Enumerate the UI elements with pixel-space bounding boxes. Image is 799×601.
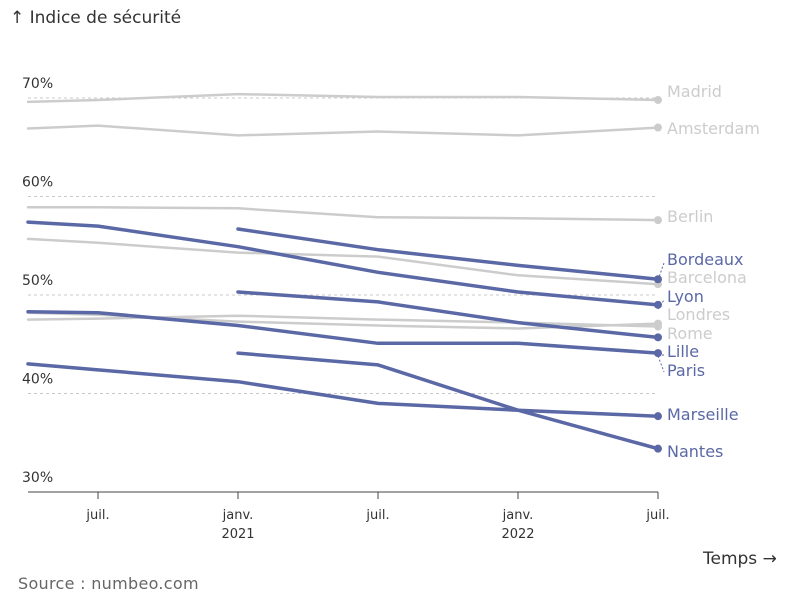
x-tick-year: 2022	[501, 527, 534, 542]
end-label-barcelona: Barcelona	[667, 268, 747, 287]
end-label-amsterdam: Amsterdam	[667, 119, 760, 138]
series-end-dot-berlin	[654, 216, 662, 225]
end-label-lille: Lille	[667, 342, 699, 361]
end-label-londres: Londres	[667, 305, 730, 324]
series-line-nantes	[26, 362, 660, 418]
series-end-dot-lyon	[654, 300, 662, 309]
series-line-rome	[26, 311, 660, 330]
source-note: Source : numbeo.com	[18, 574, 199, 593]
series-line-marseille	[236, 351, 660, 451]
end-label-madrid: Madrid	[667, 82, 722, 101]
series-line-amsterdam	[26, 124, 660, 137]
series-end-dot-rome	[654, 319, 662, 328]
y-tick-label: 50%	[22, 273, 53, 289]
y-axis-title: ↑ Indice de sécurité	[10, 8, 182, 28]
y-tick-label: 70%	[22, 76, 53, 92]
end-label-nantes: Nantes	[667, 442, 723, 461]
series-line-bordeaux	[236, 227, 660, 281]
end-label-lyon: Lyon	[667, 287, 704, 306]
end-label-marseille: Marseille	[667, 405, 739, 424]
y-tick-label: 40%	[22, 372, 53, 388]
series-end-dot-nantes	[654, 412, 662, 421]
series-line-barcelona	[26, 237, 660, 286]
series-end-dot-madrid	[654, 95, 662, 104]
y-tick-label: 60%	[22, 175, 53, 191]
series-end-dot-paris	[654, 349, 662, 358]
series-line-lille	[236, 290, 660, 340]
x-tick-label: janv.	[502, 508, 534, 523]
series-end-dot-lille	[654, 333, 662, 342]
series-line-lyon	[26, 220, 660, 307]
end-label-paris: Paris	[667, 361, 705, 380]
end-label-berlin: Berlin	[667, 207, 713, 226]
series-end-dot-marseille	[654, 444, 662, 453]
x-axis-title: Temps →	[703, 549, 777, 569]
series-line-londres	[26, 314, 660, 328]
series-line-berlin	[26, 206, 660, 222]
x-tick-year: 2021	[221, 527, 254, 542]
x-tick-label: janv.	[222, 508, 254, 523]
x-tick-label: juil.	[365, 508, 389, 523]
label-connector	[657, 355, 665, 373]
end-label-rome: Rome	[667, 324, 713, 343]
y-tick-label: 30%	[22, 470, 53, 486]
series-end-dot-amsterdam	[654, 123, 662, 132]
x-tick-label: juil.	[645, 508, 669, 523]
label-connector	[657, 299, 665, 310]
series-line-paris	[26, 309, 660, 355]
series-line-madrid	[26, 92, 660, 104]
end-label-bordeaux: Bordeaux	[667, 250, 743, 269]
x-tick-label: juil.	[85, 508, 109, 523]
label-connector	[657, 262, 665, 281]
